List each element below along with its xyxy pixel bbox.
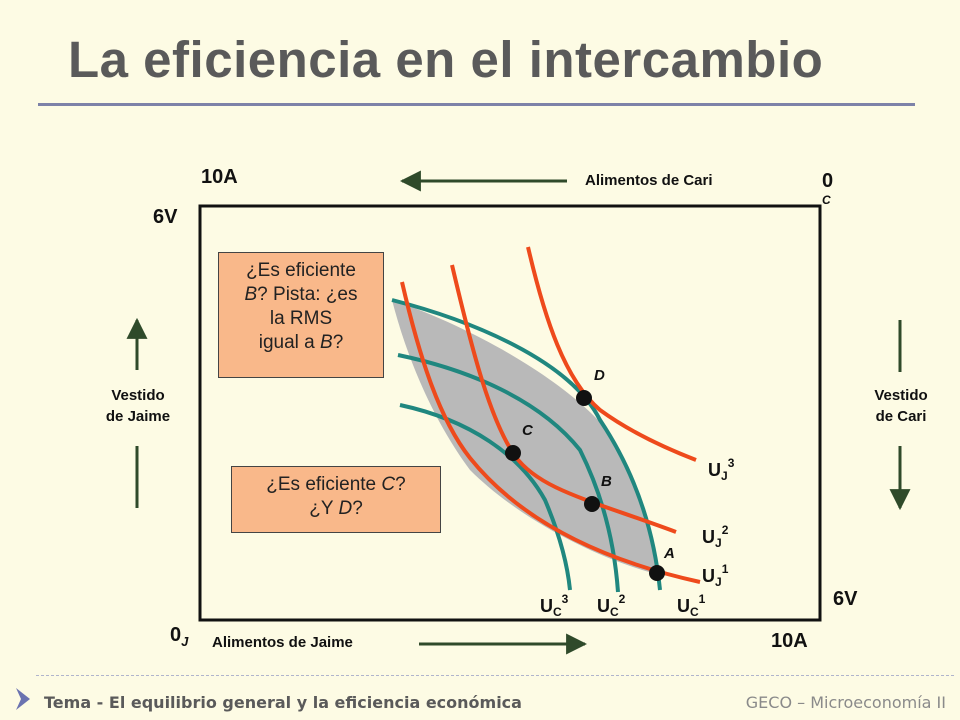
curve-uc1 [391, 298, 662, 591]
point-label-b: B [601, 473, 612, 490]
label-vestido-cari: Vestido de Cari [874, 387, 928, 425]
label-uc2: UC2 [597, 592, 626, 619]
label-uj2: UJ2 [702, 523, 729, 550]
label-uj1: UJ1 [702, 562, 729, 589]
label-uc1: UC1 [677, 592, 706, 619]
point-b [584, 496, 600, 512]
curve-uj3 [526, 246, 697, 462]
point-c [505, 445, 521, 461]
label-bottom-right-10a: 10A [771, 630, 808, 652]
question-box-b: ¿Es eficiente B? Pista: ¿es la RMS igual… [218, 252, 384, 378]
title-underline [38, 103, 915, 106]
origin-jaime: 0J [170, 624, 189, 649]
label-left-6v: 6V [153, 206, 178, 228]
label-alimentos-jaime: Alimentos de Jaime [212, 634, 353, 651]
footer-course: GECO – Microeconomía II [745, 693, 946, 712]
curve-uc2 [397, 353, 620, 593]
curve-uc3 [399, 403, 572, 591]
curve-uj1 [400, 281, 701, 584]
point-a [649, 565, 665, 581]
label-vestido-jaime: Vestido de Jaime [105, 387, 171, 425]
question-box-c-d: ¿Es eficiente C? ¿Y D? [231, 466, 441, 533]
footer-topic: Tema - El equilibrio general y la eficie… [44, 693, 522, 712]
label-alimentos-cari: Alimentos de Cari [585, 172, 713, 189]
label-right-6v: 6V [833, 588, 858, 610]
label-uj3: UJ3 [708, 456, 735, 483]
point-d [576, 390, 592, 406]
point-label-a: A [663, 545, 675, 562]
footer-divider [36, 675, 954, 676]
label-uc3: UC3 [540, 592, 569, 619]
footer-arrow-icon [16, 688, 30, 710]
point-label-d: D [594, 367, 605, 384]
label-top-left-10a: 10A [201, 166, 238, 188]
page-title: La eficiencia en el intercambio [68, 31, 824, 88]
point-label-c: C [522, 422, 534, 439]
edgeworth-box [198, 204, 822, 622]
